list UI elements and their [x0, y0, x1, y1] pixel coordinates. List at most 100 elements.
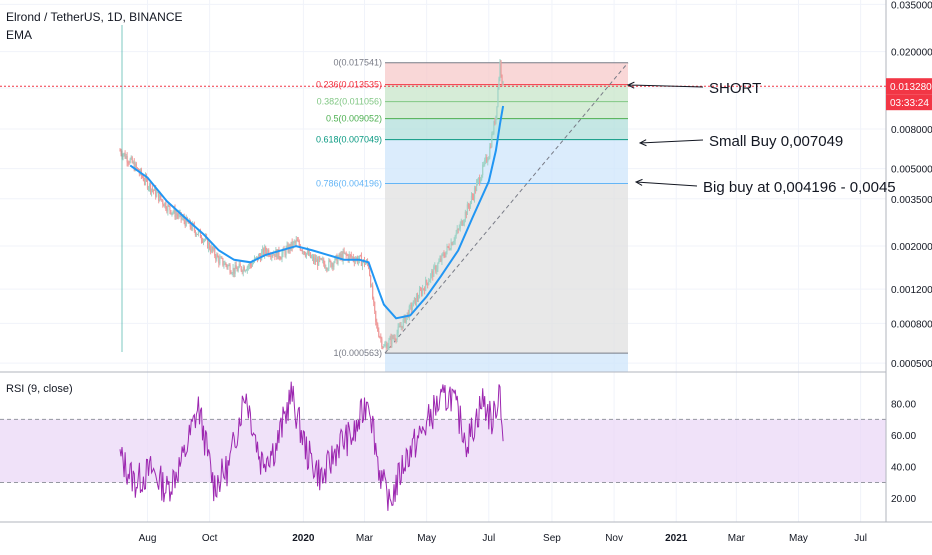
candle-body [334, 256, 336, 263]
candle-body [480, 179, 482, 183]
big-buy-note-arrow-line [635, 181, 698, 187]
fib-zone [385, 101, 628, 119]
candle-body [367, 263, 370, 268]
last-price-badge [886, 78, 932, 95]
candle-body [414, 297, 417, 305]
candle-body [486, 157, 488, 162]
candle-body [172, 211, 174, 213]
candle-body [163, 204, 165, 207]
candle-body [405, 316, 407, 323]
candle-body [328, 260, 330, 269]
candle-body [158, 192, 160, 202]
candle-body [401, 325, 403, 329]
chart-title: Elrond / TetherUS, 1D, BINANCE [6, 10, 183, 24]
time-tick-label: Jul [854, 533, 867, 544]
candle-body [264, 247, 266, 256]
candle-body [467, 204, 470, 207]
candle-body [465, 211, 467, 215]
candle-body [230, 272, 232, 274]
time-tick-label: Oct [202, 533, 218, 544]
candle-body [191, 223, 193, 230]
candle-body [239, 264, 241, 267]
candle-body [147, 187, 150, 189]
candle-body [315, 257, 317, 262]
candle-body [241, 270, 243, 273]
short-note-arrow-head [626, 81, 635, 89]
candle-body [171, 212, 173, 215]
candle-body [393, 337, 395, 339]
candle-body [306, 250, 309, 253]
candle-body [126, 155, 128, 163]
candle-body [385, 344, 387, 346]
ema-legend[interactable]: EMA [6, 28, 33, 42]
candle-body [460, 220, 462, 224]
candle-body [166, 209, 168, 212]
candle-body [400, 325, 402, 328]
fib-level-label: 0.5(0.009052) [326, 114, 382, 124]
price-tick-label: 0.035000 [891, 0, 932, 11]
candle-body [424, 288, 426, 291]
candle-body [213, 247, 215, 251]
candle-body [169, 205, 171, 211]
candle-body [247, 265, 249, 267]
fib-level-label: 0.786(0.004196) [316, 178, 382, 188]
candle-body [454, 235, 456, 241]
candle-body [447, 246, 449, 248]
candle-body [242, 266, 244, 273]
candle-body [353, 259, 355, 263]
candle-body [258, 254, 261, 257]
candle-body [238, 264, 240, 268]
candle-body [431, 271, 433, 275]
candle-body [344, 252, 346, 254]
candle-body [395, 339, 397, 341]
candle-body [249, 263, 252, 266]
candle-body [378, 331, 380, 337]
candle-body [455, 233, 457, 236]
candle-body [457, 229, 459, 231]
candle-body [183, 217, 185, 222]
candle-body [305, 252, 308, 257]
candle-body [152, 188, 154, 190]
candle-body [316, 259, 318, 262]
candle-body [376, 321, 378, 325]
candle-body [327, 268, 329, 270]
candle-body [255, 256, 258, 258]
candle-body [436, 268, 438, 272]
candle-body [132, 161, 134, 163]
rsi-band [0, 419, 886, 483]
candle-body [404, 315, 406, 323]
annotations[interactable]: SHORT Small Buy 0,007049 Big buy at 0,0041… [626, 80, 896, 196]
candle-body [178, 213, 180, 217]
candle-body [232, 267, 234, 274]
candle-body [394, 337, 396, 340]
candle-body [490, 146, 492, 148]
candle-body [481, 175, 483, 180]
fib-zone [385, 139, 628, 184]
candle-body [227, 265, 229, 268]
candle-body [498, 78, 500, 89]
fibonacci-retracement[interactable]: 0(0.017541) 0.236(0.013535) 0.382(0.011056… [316, 58, 629, 372]
candle-body [384, 345, 386, 347]
candle-body [128, 162, 130, 164]
candle-body [425, 280, 427, 291]
candle-body [248, 263, 250, 266]
rsi-legend[interactable]: RSI (9, close) [6, 383, 73, 395]
candle-body [317, 259, 319, 266]
candle-body [303, 251, 305, 255]
candle-body [284, 250, 286, 256]
price-tick-label: 0.000500 [891, 359, 932, 370]
candle-body [352, 256, 354, 260]
candle-body [168, 204, 170, 206]
candle-body [438, 261, 440, 264]
candle-body [442, 253, 444, 255]
candle-body [406, 312, 408, 317]
candle-body [319, 257, 321, 260]
candle-body [269, 255, 271, 257]
candle-body [262, 248, 264, 253]
candle-body [373, 298, 375, 302]
candle-body [268, 250, 270, 256]
candle-body [298, 241, 300, 246]
candle-body [441, 254, 443, 261]
short-note-arrow-line [627, 84, 704, 88]
candle-body [216, 254, 218, 260]
